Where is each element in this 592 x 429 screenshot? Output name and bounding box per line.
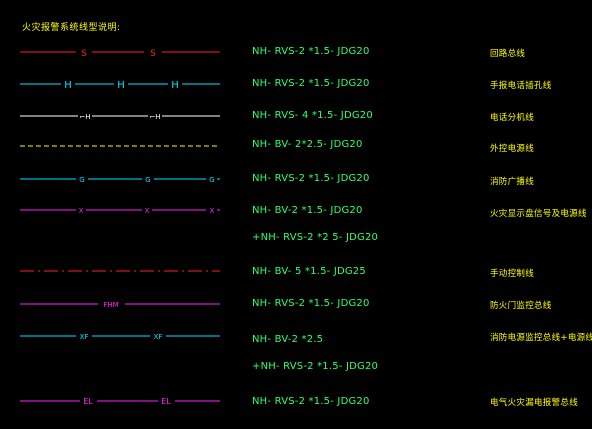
symbol-label: X	[210, 207, 215, 215]
spec-display-panel-extra: +NH- RVS-2 *2 5- JDG20	[252, 232, 379, 243]
symbol-label: H	[171, 80, 179, 91]
desc-manual-control: 手动控制线	[490, 269, 535, 279]
spec-loop-bus: NH- RVS-2 *1.5- JDG20	[252, 46, 370, 57]
line-symbol-fire-door: FHM	[20, 301, 220, 309]
legend-title: 火灾报警系统线型说明:	[22, 23, 121, 33]
symbol-label: ⌐H	[79, 113, 90, 121]
spec-electrical-fire: NH- RVS-2 *1.5- JDG20	[252, 396, 370, 407]
spec-display-panel: NH- BV-2 *1.5- JDG20	[252, 205, 363, 216]
line-symbol-display-panel: X X X	[20, 207, 220, 215]
desc-broadcast: 消防广播线	[490, 177, 535, 187]
desc-external-power: 外控电源线	[490, 144, 535, 154]
spec-power-monitor-extra: +NH- RVS-2 *1.5- JDG20	[252, 361, 379, 372]
symbol-label: G	[209, 176, 214, 184]
desc-loop-bus: 回路总线	[490, 49, 526, 59]
spec-manual-control: NH- BV- 5 *1.5- JDG25	[252, 266, 366, 277]
symbol-label: EL	[83, 397, 93, 406]
desc-fire-door: 防火门监控总线	[490, 301, 552, 311]
desc-electrical-fire: 电气火灾漏电报警总线	[490, 398, 579, 408]
symbol-label: X	[145, 207, 150, 215]
symbol-label: H	[64, 80, 72, 91]
desc-phone-extension: 电话分机线	[490, 113, 535, 123]
spec-phone-jack: NH- RVS-2 *1.5- JDG20	[252, 78, 370, 89]
symbol-label: EL	[161, 397, 171, 406]
line-symbol-broadcast: G G G	[20, 176, 220, 184]
symbol-label: X	[79, 207, 84, 215]
spec-broadcast: NH- RVS-2 *1.5- JDG20	[252, 173, 370, 184]
symbol-label: FHM	[103, 301, 118, 309]
symbol-label: ⌐H	[149, 113, 160, 121]
symbol-label: XF	[80, 333, 89, 341]
line-symbol-electrical-fire: EL EL	[20, 397, 220, 406]
spec-fire-door: NH- RVS-2 *1.5- JDG20	[252, 298, 370, 309]
symbol-label: XF	[154, 333, 163, 341]
symbol-label: S	[81, 49, 87, 59]
spec-power-monitor: NH- BV-2 *2.5	[252, 334, 324, 345]
desc-display-panel: 火灾显示盘信号及电源线	[490, 209, 587, 219]
line-symbol-phone-jack: H H H	[20, 80, 220, 91]
symbol-label: G	[145, 176, 150, 184]
desc-power-monitor: 消防电源监控总线+电源线	[490, 333, 592, 343]
symbol-label: G	[79, 176, 84, 184]
desc-phone-jack: 手报电话插孔线	[490, 81, 552, 91]
line-symbol-phone-extension: ⌐H ⌐H	[20, 113, 220, 121]
line-symbol-loop-bus: S S	[20, 49, 220, 59]
symbol-label: S	[150, 49, 156, 59]
line-symbol-power-monitor: XF XF	[20, 333, 220, 341]
spec-phone-extension: NH- RVS- 4 *1.5- JDG20	[252, 110, 373, 121]
spec-external-power: NH- BV- 2*2.5- JDG20	[252, 139, 363, 150]
symbol-label: H	[117, 80, 125, 91]
